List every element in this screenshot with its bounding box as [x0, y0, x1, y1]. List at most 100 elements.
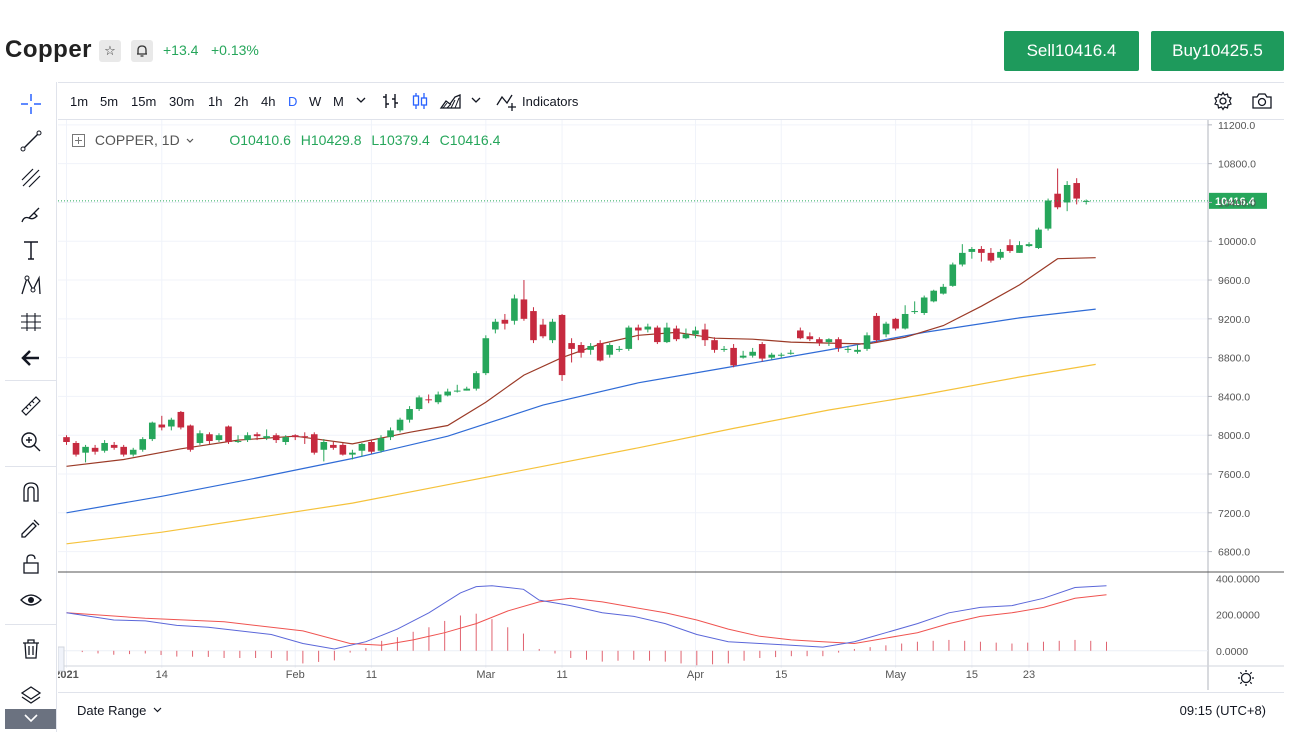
price-axis-label: 7200.0	[1218, 508, 1250, 520]
gear-icon[interactable]	[1213, 91, 1233, 116]
candle-body	[196, 433, 204, 443]
candle-chart-icon[interactable]	[410, 91, 430, 116]
price-axis-label: 11200.0	[1218, 120, 1255, 132]
candle-body	[158, 424, 166, 428]
candle-body	[539, 324, 547, 337]
trash-icon[interactable]	[19, 637, 43, 661]
candle-body	[282, 437, 289, 443]
candle-body	[1035, 229, 1042, 249]
chart-area[interactable]: 10416.4 11200.0 10800.0 10400.0 10000.0 9600.…	[58, 120, 1284, 690]
candle-body	[682, 334, 690, 339]
timeframe-w[interactable]: W	[309, 94, 322, 109]
bar-chart-icon[interactable]	[381, 91, 401, 116]
candle-body	[187, 425, 194, 450]
area-chart-icon[interactable]	[439, 91, 461, 116]
price-axis-label: 10400.0	[1218, 197, 1256, 209]
gear-icon[interactable]	[1240, 672, 1252, 684]
candle-body	[882, 323, 890, 335]
brush-icon[interactable]	[19, 202, 43, 226]
legend-low: L10379.4	[371, 132, 430, 148]
timeframe-1m[interactable]: 1m	[70, 94, 89, 109]
indicators-icon[interactable]	[495, 91, 519, 116]
timeframe-4h[interactable]: 4h	[261, 94, 276, 109]
candle-body	[263, 436, 270, 439]
candle-body	[63, 437, 70, 443]
legend-high: H10429.8	[300, 132, 362, 148]
candle-body	[863, 335, 871, 349]
candle-body	[997, 251, 1004, 258]
time-axis-label: May	[885, 669, 906, 681]
candle-body	[492, 321, 499, 330]
signal-line	[66, 594, 1107, 646]
candle-body	[301, 436, 309, 438]
chevron-down-icon[interactable]	[186, 131, 194, 147]
timeframe-d[interactable]: D	[288, 94, 298, 109]
candle-body	[1044, 200, 1052, 229]
sell-button[interactable]: Sell10416.4	[1004, 31, 1139, 71]
bell-icon[interactable]	[131, 40, 153, 62]
zoom-icon[interactable]	[19, 430, 43, 454]
trend-line-icon[interactable]	[19, 129, 43, 153]
candle-body	[244, 435, 251, 441]
timeframe-1h[interactable]: 1h	[208, 94, 223, 109]
legend-symbol[interactable]: COPPER, 1D	[94, 132, 180, 148]
back-arrow-icon[interactable]	[19, 346, 43, 370]
buy-button[interactable]: Buy10425.5	[1151, 31, 1284, 71]
chevron-down-icon[interactable]	[470, 93, 482, 112]
date-range-label: Date Range	[77, 703, 147, 718]
candle-body	[615, 348, 623, 350]
candle-body	[625, 327, 633, 349]
candle-body	[434, 394, 442, 403]
timeframe-15m[interactable]: 15m	[131, 94, 157, 109]
candle-body	[606, 345, 614, 355]
pattern-icon[interactable]	[19, 274, 43, 298]
date-range-button[interactable]: Date Range	[77, 703, 162, 718]
pitchfork-icon[interactable]	[19, 166, 43, 190]
candle-body	[873, 315, 880, 341]
time-axis-label: Mar	[476, 669, 495, 681]
layers-icon[interactable]	[19, 684, 43, 708]
candle-body	[901, 313, 909, 329]
forecast-icon[interactable]	[19, 310, 43, 334]
lock-draw-icon[interactable]	[19, 516, 43, 540]
instrument-header: Copper ☆ +13.4 +0.13% Sell10416.4 Buy104…	[0, 0, 1292, 82]
chevron-down-icon[interactable]	[5, 709, 56, 729]
candle-body	[349, 452, 356, 455]
timeframe-30m[interactable]: 30m	[169, 94, 195, 109]
chevron-down-icon	[153, 707, 162, 713]
candle-body	[177, 411, 185, 428]
time-axis-label: 23	[1023, 669, 1035, 681]
candle-body	[644, 326, 652, 330]
candle-body	[1063, 184, 1071, 203]
chevron-down-icon[interactable]	[355, 93, 367, 112]
timeframe-2h[interactable]: 2h	[234, 94, 249, 109]
candle-body	[749, 351, 756, 356]
current-price-label: 10416.4	[1215, 196, 1256, 208]
candle-body	[1016, 245, 1023, 253]
price-axis-label: 8000.0	[1218, 430, 1250, 442]
time-axis-label: 15	[775, 669, 787, 681]
indicators-button[interactable]: Indicators	[522, 94, 579, 109]
candle-body	[91, 447, 99, 452]
crosshair-icon[interactable]	[19, 92, 43, 116]
plus-square-icon[interactable]	[72, 134, 85, 150]
clock: 09:15 (UTC+8)	[1179, 703, 1266, 718]
unlock-icon[interactable]	[19, 552, 43, 576]
ruler-icon[interactable]	[19, 394, 43, 418]
text-icon[interactable]	[19, 238, 43, 262]
camera-icon[interactable]	[1251, 91, 1273, 116]
candle-body	[587, 345, 594, 350]
eye-icon[interactable]	[19, 588, 43, 612]
candle-body	[358, 443, 366, 451]
osc-axis-label: 200.0000	[1216, 610, 1260, 622]
price-chart[interactable]: 10416.4 11200.0 10800.0 10400.0 10000.0 9600.…	[58, 120, 1284, 690]
timeframe-m[interactable]: M	[333, 94, 344, 109]
price-axis-label: 6800.0	[1218, 547, 1250, 559]
timeframe-5m[interactable]: 5m	[100, 94, 119, 109]
candle-body	[654, 327, 661, 343]
candle-body	[758, 344, 766, 359]
candle-body	[520, 299, 528, 319]
chart-legend: COPPER, 1D O10410.6 H10429.8 L10379.4 C1…	[72, 131, 500, 150]
magnet-icon[interactable]	[19, 480, 43, 504]
star-icon[interactable]: ☆	[99, 40, 121, 62]
